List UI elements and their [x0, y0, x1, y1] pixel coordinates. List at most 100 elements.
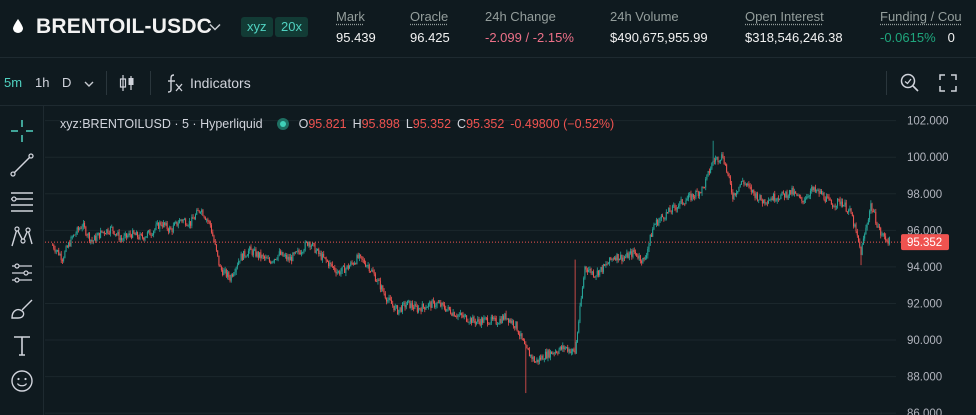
- candle: [658, 220, 660, 226]
- candle: [509, 319, 511, 323]
- candle: [401, 303, 403, 312]
- fx-icon[interactable]: [164, 72, 186, 94]
- candle: [467, 321, 469, 323]
- candle: [330, 262, 332, 264]
- candle: [557, 352, 559, 354]
- candle: [117, 232, 119, 235]
- candle: [657, 219, 659, 226]
- candle: [536, 359, 538, 363]
- leverage-badge[interactable]: 20x: [275, 17, 308, 37]
- indicators-button[interactable]: Indicators: [190, 75, 251, 91]
- candle: [787, 195, 789, 198]
- fullscreen-icon[interactable]: [938, 73, 958, 93]
- candle: [234, 271, 236, 274]
- candle: [286, 255, 288, 260]
- candle: [335, 270, 337, 274]
- candle: [684, 203, 686, 205]
- candle: [666, 212, 668, 213]
- candle: [259, 252, 261, 258]
- candle: [82, 223, 84, 227]
- candle: [639, 255, 641, 261]
- candle: [54, 248, 56, 252]
- stat-label[interactable]: Mark: [336, 9, 365, 24]
- price-axis[interactable]: 102.000100.00098.00096.00094.00092.00090…: [45, 116, 949, 415]
- brush-icon[interactable]: [9, 296, 35, 322]
- chart-grid: [45, 120, 896, 414]
- candle: [114, 234, 116, 236]
- candle: [618, 258, 620, 261]
- candle: [194, 214, 196, 220]
- candle: [320, 253, 322, 260]
- candle: [296, 251, 298, 253]
- candle: [669, 207, 671, 212]
- candle: [302, 252, 304, 254]
- candle: [844, 202, 846, 206]
- candle: [357, 255, 359, 258]
- candle-type-icon[interactable]: [117, 73, 137, 93]
- candle: [127, 235, 129, 238]
- candle: [785, 191, 787, 198]
- candle: [626, 252, 628, 258]
- chevron-down-icon[interactable]: [83, 79, 95, 89]
- candle: [506, 318, 508, 320]
- candle: [616, 254, 618, 261]
- stat-label[interactable]: Funding / Cou: [880, 9, 962, 24]
- candle: [636, 253, 638, 257]
- candle: [225, 269, 227, 277]
- candlestick-chart[interactable]: 102.000100.00098.00096.00094.00092.00090…: [45, 106, 976, 415]
- candle: [607, 263, 609, 265]
- candle: [494, 317, 496, 319]
- candle: [700, 192, 702, 193]
- candle: [866, 223, 868, 228]
- candle: [798, 195, 800, 197]
- emoji-icon[interactable]: [9, 368, 35, 394]
- measure-icon[interactable]: [9, 260, 35, 286]
- candle: [622, 257, 624, 262]
- legend-low: 95.352: [412, 117, 452, 131]
- stat-label[interactable]: Oracle: [410, 9, 449, 24]
- candle: [255, 249, 257, 257]
- candle: [845, 202, 847, 212]
- text-icon[interactable]: [9, 332, 35, 358]
- fib-icon[interactable]: [9, 188, 35, 214]
- candle: [223, 270, 225, 275]
- candle: [828, 196, 830, 200]
- candle: [726, 164, 728, 172]
- trendline-icon[interactable]: [9, 152, 35, 178]
- candle: [395, 305, 397, 307]
- pattern-icon[interactable]: [9, 224, 35, 250]
- stat-label: 24h Volume: [610, 9, 679, 24]
- candle: [384, 293, 386, 299]
- zoom-search-icon[interactable]: [899, 72, 921, 94]
- timeframe-1h[interactable]: 1h: [35, 75, 50, 90]
- candle: [482, 318, 484, 323]
- candle: [727, 171, 729, 175]
- price-chart[interactable]: 102.000 100.000 98.000 96.000 94.000 92.000 90…: [45, 106, 976, 415]
- candle: [803, 200, 805, 203]
- candle: [490, 316, 492, 323]
- timeframe-d[interactable]: D: [62, 75, 72, 90]
- candle: [489, 322, 491, 325]
- y-tick-label: 102.000: [907, 116, 949, 128]
- candle: [159, 222, 161, 229]
- candle: [811, 186, 813, 192]
- candle: [589, 268, 591, 271]
- timeframe-5m[interactable]: 5m: [4, 75, 23, 90]
- market-symbol[interactable]: BRENTOIL-USDC: [36, 15, 213, 38]
- candle: [872, 210, 874, 212]
- crosshair-icon[interactable]: [9, 118, 35, 144]
- candle: [97, 232, 99, 236]
- chevron-down-icon[interactable]: [208, 20, 222, 34]
- candle: [166, 222, 168, 229]
- candle: [806, 196, 808, 200]
- candle: [431, 300, 433, 308]
- candle: [706, 174, 708, 180]
- candle: [261, 255, 263, 259]
- stat-label[interactable]: Open Interest: [745, 9, 824, 24]
- candle: [553, 352, 555, 354]
- stat-24h-volume: 24h Volume $490,675,955.99: [610, 9, 708, 45]
- candle: [154, 228, 156, 232]
- candle: [855, 224, 857, 232]
- candle: [732, 192, 734, 199]
- candle: [294, 251, 296, 254]
